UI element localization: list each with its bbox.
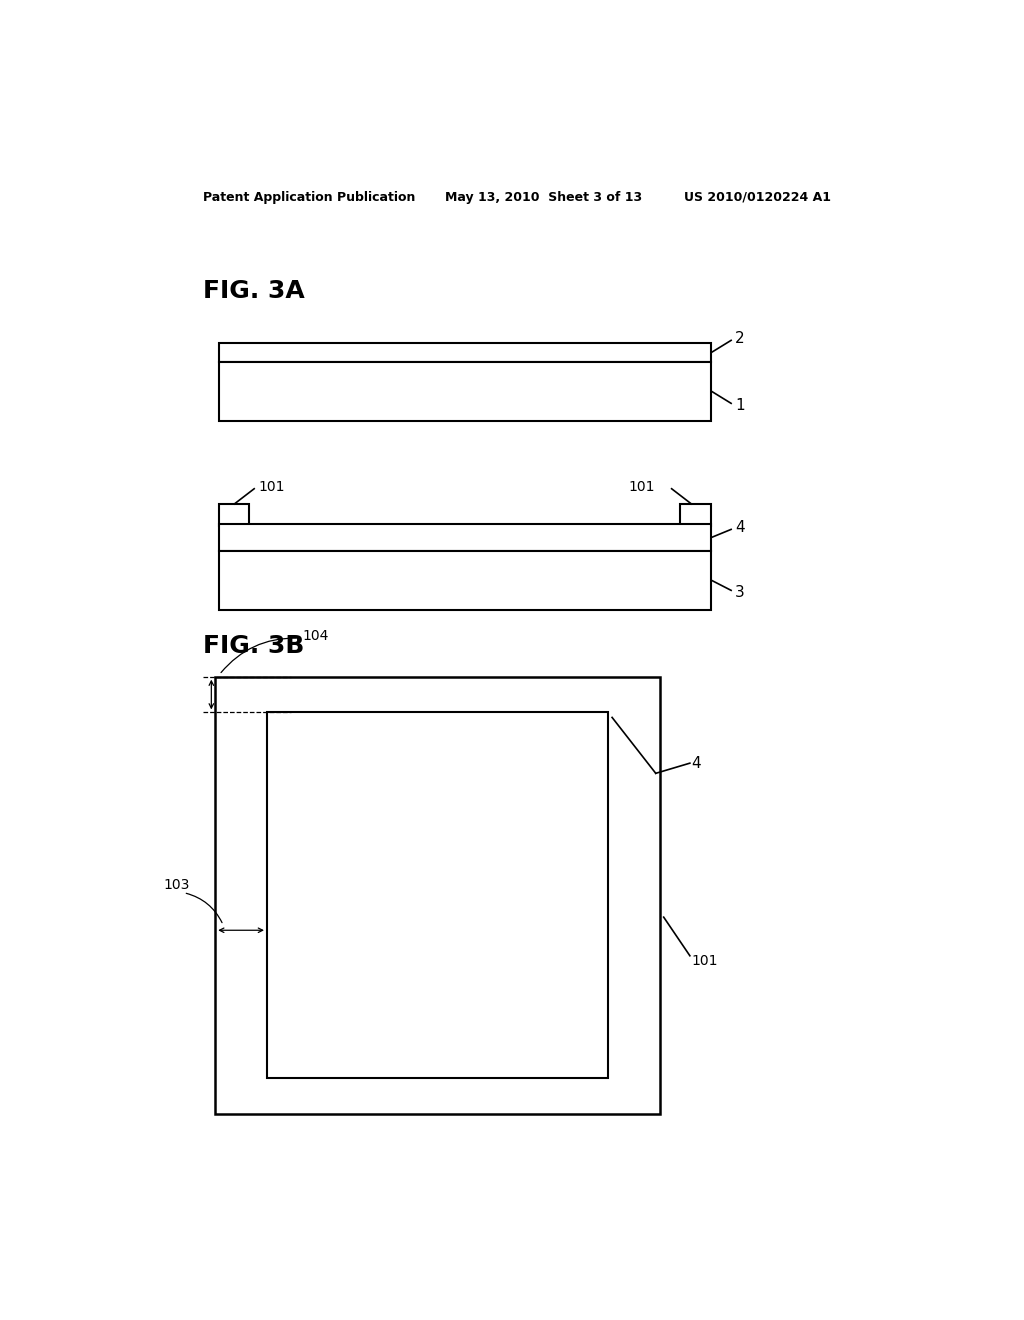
Bar (219, 504, 250, 527)
Bar (680, 504, 711, 527)
Text: 101: 101 (691, 954, 718, 968)
Text: 1: 1 (735, 397, 744, 413)
Text: 2: 2 (735, 331, 744, 346)
Text: Patent Application Publication: Patent Application Publication (204, 190, 416, 203)
Bar (219, 343, 712, 362)
Bar (219, 550, 712, 610)
Bar (219, 362, 712, 421)
Text: 101: 101 (258, 479, 285, 494)
Text: 103: 103 (164, 878, 190, 891)
Bar (219, 524, 712, 550)
Text: US 2010/0120224 A1: US 2010/0120224 A1 (684, 190, 830, 203)
Text: FIG. 3A: FIG. 3A (204, 279, 305, 302)
Text: 4: 4 (735, 520, 744, 535)
Text: 104: 104 (303, 630, 329, 643)
Text: May 13, 2010  Sheet 3 of 13: May 13, 2010 Sheet 3 of 13 (445, 190, 643, 203)
Bar (215, 677, 659, 1114)
Text: 101: 101 (628, 479, 654, 494)
Text: 4: 4 (691, 755, 701, 771)
Bar (267, 713, 608, 1078)
Text: 3: 3 (735, 585, 744, 599)
Text: FIG. 3B: FIG. 3B (204, 635, 305, 659)
